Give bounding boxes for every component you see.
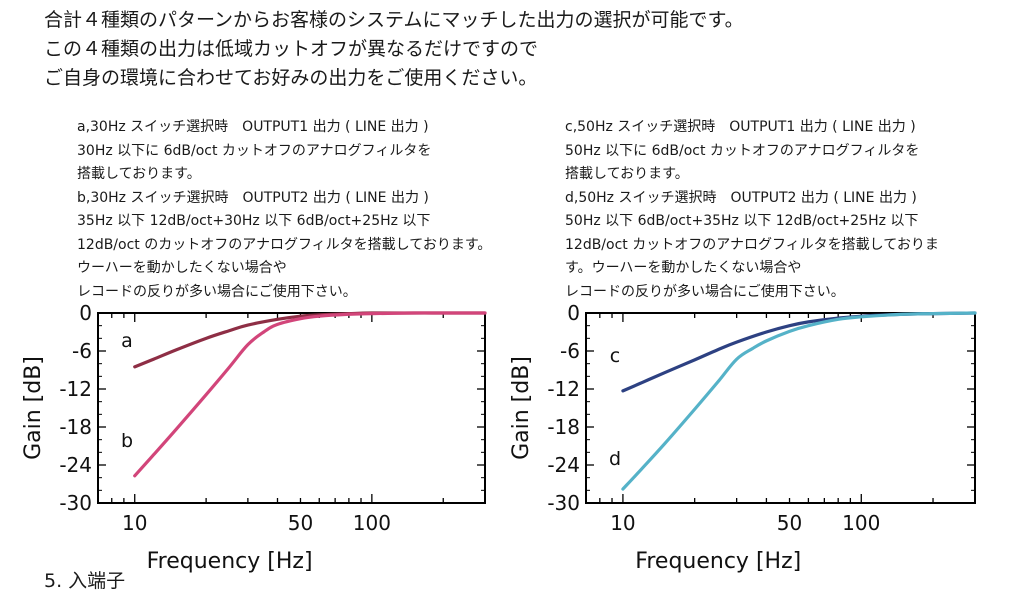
right-desc-line-7: す。ウーハーを動かしたくない場合や [565, 260, 802, 276]
left-desc-line-6: 12dB/oct のカットオフのアナログフィルタを搭載しております。 [77, 236, 492, 253]
series-label-b: b [121, 430, 133, 452]
left-desc-line-4: b,30Hz スイッチ選択時 OUTPUT2 出力 ( LINE 出力 ) [77, 189, 429, 206]
y-axis-title: Gain [dB] [509, 356, 534, 460]
intro-line-2: この４種類の出力は低域カットオフが異なるだけですので [44, 38, 539, 60]
series-line-b [133, 311, 487, 478]
right-description: c,50Hz スイッチ選択時 OUTPUT1 出力 ( LINE 出力 ) 50… [565, 116, 939, 304]
series-line-d [621, 311, 977, 491]
series-label-c: c [610, 345, 620, 367]
left-desc-line-7: ウーハーを動かしたくない場合や [77, 260, 287, 276]
right-desc-line-3: 搭載しております。 [565, 166, 689, 182]
right-desc-line-5: 50Hz 以下 6dB/oct+35Hz 以下 12dB/oct+25Hz 以下 [565, 213, 919, 229]
y-tick-label: -24 [547, 453, 580, 477]
x-tick-label: 100 [842, 511, 880, 535]
y-tick-label: -12 [547, 377, 580, 401]
x-tick-label: 10 [122, 511, 147, 535]
right-desc-line-6: 12dB/oct カットオフのアナログフィルタを搭載しておりま [565, 236, 939, 253]
y-tick-label: -30 [547, 491, 580, 515]
y-tick-label: -6 [560, 339, 580, 363]
x-tick-label: 50 [288, 511, 313, 535]
right-desc-line-4: d,50Hz スイッチ選択時 OUTPUT2 出力 ( LINE 出力 ) [565, 189, 917, 206]
series-line-c [621, 311, 977, 393]
x-axis-title: Frequency [Hz] [635, 549, 801, 574]
y-tick-label: -18 [547, 415, 580, 439]
series-label-a: a [121, 330, 133, 352]
y-tick-label: -6 [72, 339, 92, 363]
x-tick-label: 10 [610, 511, 635, 535]
y-tick-label: -18 [59, 415, 92, 439]
left-desc-line-1: a,30Hz スイッチ選択時 OUTPUT1 出力 ( LINE 出力 ) [77, 119, 429, 135]
next-section-heading-partial: 5. 入端子 [44, 570, 126, 592]
y-tick-label: -30 [59, 491, 92, 515]
intro-line-1: 合計４種類のパターンからお客様のシステムにマッチした出力の選択が可能です。 [44, 9, 744, 31]
intro-text: 合計４種類のパターンからお客様のシステムにマッチした出力の選択が可能です。 この… [44, 6, 744, 93]
y-tick-label: -24 [59, 453, 92, 477]
y-tick-label: 0 [567, 301, 580, 325]
right-desc-line-8: レコードの反りが多い場合にご使用下さい。 [565, 283, 845, 300]
y-tick-label: -12 [59, 377, 92, 401]
x-tick-label: 100 [353, 511, 391, 535]
left-desc-line-5: 35Hz 以下 12dB/oct+30Hz 以下 6dB/oct+25Hz 以下 [77, 213, 431, 229]
plot-frame [585, 312, 976, 504]
plot-frame [97, 312, 486, 504]
left-desc-line-3: 搭載しております。 [77, 166, 201, 182]
intro-line-3: ご自身の環境に合わせてお好みの出力をご使用ください。 [44, 67, 538, 89]
x-tick-label: 50 [777, 511, 802, 535]
left-desc-line-8: レコードの反りが多い場合にご使用下さい。 [77, 283, 357, 300]
y-axis-title: Gain [dB] [21, 356, 46, 460]
left-description: a,30Hz スイッチ選択時 OUTPUT1 出力 ( LINE 出力 ) 30… [77, 116, 491, 304]
series-line-a [133, 311, 487, 369]
series-label-d: d [609, 448, 621, 470]
right-desc-line-1: c,50Hz スイッチ選択時 OUTPUT1 出力 ( LINE 出力 ) [565, 119, 916, 135]
right-desc-line-2: 50Hz 以下に 6dB/oct カットオフのアナログフィルタを [565, 142, 920, 159]
frequency-response-chart-left: 10 50 100 0 -6 -12 -18 -24 -30 Frequency [Hz] Gain… [21, 301, 487, 574]
frequency-response-chart-right: 10 50 100 0 -6 -12 -18 -24 -30 Frequency [Hz] Gain… [509, 301, 977, 574]
x-axis-title: Frequency [Hz] [147, 549, 313, 574]
left-desc-line-2: 30Hz 以下に 6dB/oct カットオフのアナログフィルタを [77, 142, 432, 159]
y-tick-label: 0 [79, 301, 92, 325]
